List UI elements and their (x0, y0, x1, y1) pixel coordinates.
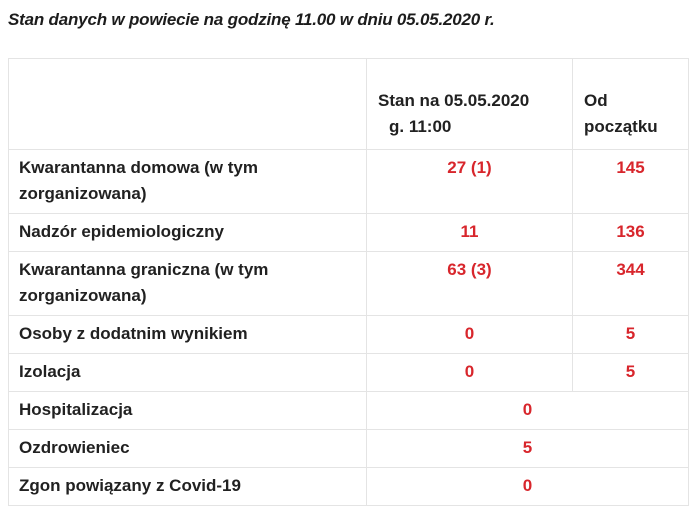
covid-status-table: Stan na 05.05.2020 g. 11:00 Od początku … (8, 58, 689, 506)
row-label: Ozdrowieniec (8, 429, 367, 468)
table-row: Kwarantanna graniczna (w tym zorganizowa… (8, 251, 689, 316)
value-total: 5 (572, 353, 689, 392)
value-total: 145 (572, 149, 689, 214)
row-label: Hospitalizacja (8, 391, 367, 430)
value-merged: 5 (366, 429, 689, 468)
table-row: Kwarantanna domowa (w tym zorganizowana)… (8, 149, 689, 214)
row-label: Osoby z dodatnim wynikiem (8, 315, 367, 354)
value-current: 63 (3) (366, 251, 573, 316)
value-current: 0 (366, 315, 573, 354)
table-row: Hospitalizacja 0 (8, 391, 689, 430)
header-total-line2: początku (584, 117, 658, 136)
value-total: 344 (572, 251, 689, 316)
header-total-line1: Od (584, 91, 608, 110)
value-total: 5 (572, 315, 689, 354)
table-row: Izolacja 0 5 (8, 353, 689, 392)
row-label: Zgon powiązany z Covid-19 (8, 467, 367, 506)
value-merged: 0 (366, 467, 689, 506)
value-total: 136 (572, 213, 689, 252)
table-row: Nadzór epidemiologiczny 11 136 (8, 213, 689, 252)
header-current-line2: g. 11:00 (389, 117, 452, 136)
table-row: Zgon powiązany z Covid-19 0 (8, 467, 689, 506)
table-row: Ozdrowieniec 5 (8, 429, 689, 468)
header-row: Stan na 05.05.2020 g. 11:00 Od początku (8, 58, 689, 150)
header-cell-total: Od początku (572, 58, 689, 150)
table-row: Osoby z dodatnim wynikiem 0 5 (8, 315, 689, 354)
row-label: Nadzór epidemiologiczny (8, 213, 367, 252)
value-merged: 0 (366, 391, 689, 430)
header-cell-current: Stan na 05.05.2020 g. 11:00 (366, 58, 573, 150)
row-label: Izolacja (8, 353, 367, 392)
row-label: Kwarantanna graniczna (w tym zorganizowa… (8, 251, 367, 316)
header-current-line1: Stan na 05.05.2020 (378, 91, 530, 110)
value-current: 11 (366, 213, 573, 252)
page-title: Stan danych w powiecie na godzinę 11.00 … (8, 10, 495, 29)
row-label: Kwarantanna domowa (w tym zorganizowana) (8, 149, 367, 214)
value-current: 27 (1) (366, 149, 573, 214)
value-current: 0 (366, 353, 573, 392)
header-cell-empty (8, 58, 367, 150)
